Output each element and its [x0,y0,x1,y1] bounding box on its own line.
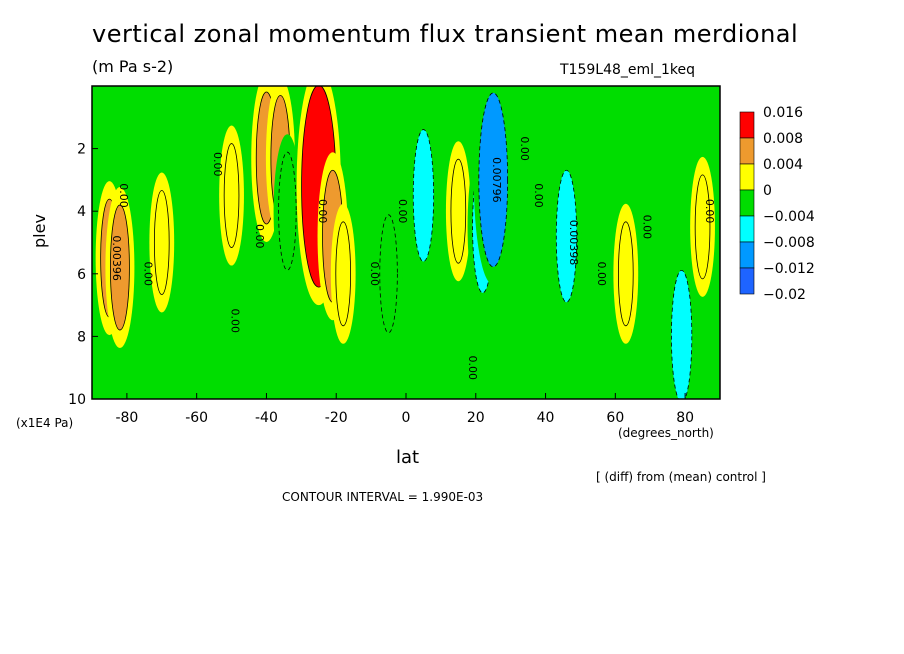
diff-note: [ (diff) from (mean) control ] [596,470,766,484]
legend-level-1: 0.008 [763,131,803,147]
contour-label-4: 0.00 [229,309,242,334]
contour-feature-18 [694,174,711,280]
contour-label-11: 0.00 [518,136,531,161]
x-tick-label-4: 0 [402,410,411,426]
x-tick-label-7: 60 [606,410,624,426]
contour-labels: 0.00 0.00396 0.00 0.00 0.00 0.00 0.00 0.00 0.00 0… [110,136,716,380]
x-tick-label-0: -80 [115,410,138,426]
legend-level-2: 0.004 [763,157,803,173]
chart-subtitle: (m Pa s-2) [92,57,174,76]
contour-label-16: 0.00 [703,199,716,224]
legend-level-7: −0.02 [763,287,806,303]
x-tick-label-1: -60 [185,410,208,426]
x-tick-label-5: 20 [467,410,485,426]
contour-label-13: 0.00398 [567,220,580,266]
legend-swatch-3 [739,189,755,217]
y-tick-label-0: 2 [77,142,86,158]
y-tick-label-4: 10 [68,392,86,408]
contour-label-10: 0.00796 [490,157,503,203]
contour-label-6: 0.00 [316,199,329,224]
legend-swatch-4 [739,215,755,243]
y-tick-label-3: 8 [77,329,86,345]
contour-label-2: 0.00 [141,262,154,287]
x-tick-label-8: 80 [676,410,694,426]
legend-level-0: 0.016 [763,105,803,121]
y-axis: 2 4 6 8 10 [68,142,98,408]
chart-title: vertical zonal momentum flux transient m… [92,20,799,48]
contour-feature-12 [450,158,467,264]
contour-feature-2 [153,190,170,295]
contour-label-9: 0.00 [466,355,479,380]
contour-label-15: 0.00 [640,215,653,240]
contour-label-7: 0.00 [368,262,381,287]
y-tick-label-2: 6 [77,267,86,283]
x-axis-label: lat [396,447,420,468]
run-label: T159L48_eml_1keq [560,62,696,78]
legend-swatch-5 [739,241,755,269]
contour-label-5: 0.00 [253,224,266,249]
contour-feature-3 [223,143,240,248]
legend-swatch-1 [739,137,755,165]
legend-level-5: −0.008 [763,235,815,251]
contour-feature-6 [278,151,297,271]
legend-level-6: −0.012 [763,261,815,277]
legend-level-4: −0.004 [763,209,815,225]
contour-feature-14 [478,92,509,268]
x-axis: -80 -60 -40 -20 0 20 40 60 80 [115,393,694,426]
legend-swatch-6 [739,267,755,295]
contour-label-1: 0.00396 [110,235,123,281]
y-axis-unit: (x1E4 Pa) [16,416,74,430]
contour-feature-9 [335,221,352,327]
contour-feature-10 [379,214,398,334]
x-axis-unit: (degrees_north) [618,426,714,440]
contour-label-0: 0.00 [117,183,130,208]
x-tick-label-3: -20 [325,410,348,426]
contour-feature-17 [671,270,693,399]
contour-label-14: 0.00 [595,262,608,287]
contour-label-12: 0.00 [532,183,545,208]
legend-level-3: 0 [763,183,772,199]
contour-fills [95,86,715,399]
color-legend: 0.016 0.008 0.004 0 −0.004 −0.008 −0.012 −0.02 [739,105,815,303]
contour-feature-1 [110,204,130,331]
y-tick-label-1: 4 [77,204,86,220]
contour-feature-11 [412,129,435,262]
contour-interval: CONTOUR INTERVAL = 1.990E-03 [282,490,484,504]
contour-feature-15 [555,169,578,303]
legend-swatch-2 [739,163,755,191]
contour-label-3: 0.00 [211,152,224,177]
contour-label-8: 0.00 [396,199,409,224]
x-tick-label-6: 40 [537,410,555,426]
y-axis-label: plev [30,214,49,248]
x-tick-label-2: -40 [255,410,278,426]
contour-feature-16 [617,221,634,327]
legend-swatch-0 [739,111,755,139]
